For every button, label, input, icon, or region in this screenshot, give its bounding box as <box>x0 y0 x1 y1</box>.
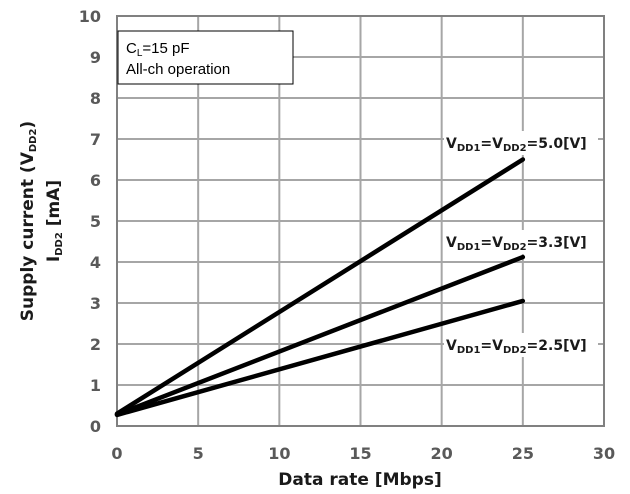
x-tick-label-2: 10 <box>268 444 290 463</box>
series-label-5v0: VDD1=VDD2=5.0[V] <box>446 136 587 154</box>
annotation-line-2: All-ch operation <box>126 61 230 78</box>
series-line-1 <box>114 254 526 417</box>
y-tick-label-4: 4 <box>90 253 101 272</box>
y-tick-label-8: 8 <box>90 89 101 108</box>
series-label-bg-3v3 <box>444 230 598 254</box>
annotation-box: CL=15 pF All-ch operation <box>117 30 294 85</box>
y-tick-label-9: 9 <box>90 48 101 67</box>
series-line-0 <box>114 157 526 416</box>
tick-labels: 0 5 10 15 20 25 30 0 1 2 3 4 5 6 7 8 9 10 <box>79 7 615 463</box>
annotation-cl-prefix: C <box>126 40 137 57</box>
y-axis-title-line-2: IDD2 [mA] <box>44 180 65 262</box>
x-tick-label-3: 15 <box>349 444 371 463</box>
plot-frame <box>116 15 605 427</box>
y-tick-label-0: 0 <box>90 417 101 436</box>
x-tick-label-5: 25 <box>512 444 534 463</box>
y-tick-label-2: 2 <box>90 335 101 354</box>
x-axis-title: Data rate [Mbps] <box>278 470 441 490</box>
annotation-line-1: CL=15 pF <box>126 40 190 59</box>
y-tick-label-1: 1 <box>90 376 101 395</box>
series-line-2 <box>114 298 526 418</box>
series-label-bg-5v0 <box>444 131 598 155</box>
series-layer <box>114 157 526 418</box>
annotation-cl-sub: L <box>137 48 143 59</box>
y-tick-label-7: 7 <box>90 130 101 149</box>
y-tick-label-5: 5 <box>90 212 101 231</box>
y-tick-label-10: 10 <box>79 7 101 26</box>
plot-border <box>116 15 605 427</box>
series-label-bg-2v5 <box>444 333 598 357</box>
x-tick-label-1: 5 <box>193 444 204 463</box>
annotation-cl-suffix: =15 pF <box>142 40 189 57</box>
series-labels: VDD1=VDD2=5.0[V] VDD1=VDD2=3.3[V] VDD1=V… <box>444 131 598 357</box>
y-tick-label-3: 3 <box>90 294 101 313</box>
x-tick-label-6: 30 <box>593 444 615 463</box>
y-tick-label-6: 6 <box>90 171 101 190</box>
y-axis-title-line-1: Supply current (VDD2) <box>18 121 39 321</box>
x-tick-label-0: 0 <box>111 444 122 463</box>
series-label-3v3: VDD1=VDD2=3.3[V] <box>446 235 587 253</box>
series-label-2v5: VDD1=VDD2=2.5[V] <box>446 338 587 356</box>
x-tick-label-4: 20 <box>431 444 453 463</box>
